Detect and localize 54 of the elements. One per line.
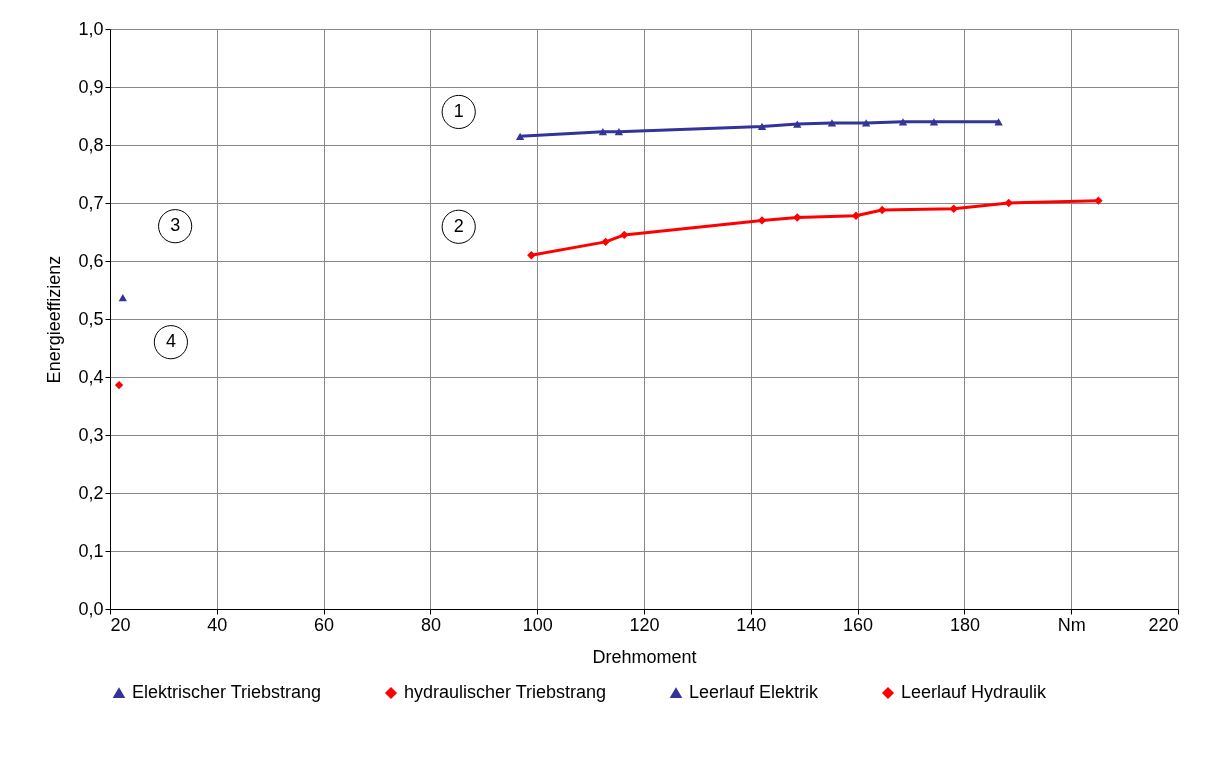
y-tick-label: 0,4 <box>78 366 104 387</box>
x-tick-label: 20 <box>110 614 131 635</box>
y-tick-label: 0,1 <box>78 540 104 561</box>
x-tick-label: 180 <box>949 614 980 635</box>
point <box>515 132 525 140</box>
y-tick-label: 0,9 <box>78 76 104 97</box>
point <box>527 251 536 260</box>
point <box>114 380 124 390</box>
x-axis-title: Drehmoment <box>592 646 697 667</box>
point <box>898 118 908 126</box>
legend-label: Leerlauf Hydraulik <box>901 682 1048 702</box>
legend-label: Elektrischer Triebstrang <box>132 682 322 702</box>
point <box>861 119 871 127</box>
point <box>598 128 608 136</box>
point <box>757 122 767 131</box>
annotation: 4 <box>165 331 176 352</box>
point <box>1094 196 1103 205</box>
y-tick-label: 0,7 <box>78 192 104 213</box>
y-tick-label: 0,0 <box>78 598 104 619</box>
x-tick-label: 100 <box>522 614 553 635</box>
point <box>949 204 958 213</box>
annotation: 1 <box>453 100 464 121</box>
point <box>620 230 629 240</box>
point <box>877 205 887 215</box>
x-tick-label: 220 <box>1148 614 1179 635</box>
point <box>827 119 837 127</box>
point <box>118 293 127 302</box>
point <box>929 118 939 126</box>
point <box>851 211 861 220</box>
x-tick-label: Nm <box>1057 614 1086 635</box>
y-axis-title: Energieeffizienz <box>44 255 65 384</box>
x-tick-label: 120 <box>629 614 660 635</box>
y-tick-label: 1,0 <box>78 18 104 39</box>
y-tick-label: 0,8 <box>78 134 104 155</box>
y-tick-label: 0,3 <box>78 424 104 445</box>
point <box>601 237 610 247</box>
point <box>994 118 1003 126</box>
x-tick-label: 40 <box>207 614 228 635</box>
x-tick-label: 80 <box>420 614 441 635</box>
point <box>614 128 624 136</box>
legend-label: Leerlauf Elektrik <box>689 682 820 702</box>
y-tick-label: 0,2 <box>78 482 104 503</box>
x-tick-label: 60 <box>314 614 335 635</box>
point <box>793 120 802 128</box>
y-tick-label: 0,5 <box>78 308 104 329</box>
point <box>793 213 802 222</box>
point <box>1004 198 1013 208</box>
y-tick-label: 0,6 <box>78 250 104 271</box>
x-tick-label: 140 <box>736 614 767 635</box>
legend-label: hydraulischer Triebstrang <box>404 682 607 702</box>
annotation: 3 <box>170 215 181 236</box>
point <box>757 216 767 225</box>
annotation: 2 <box>453 215 464 236</box>
x-tick-label: 160 <box>843 614 874 635</box>
